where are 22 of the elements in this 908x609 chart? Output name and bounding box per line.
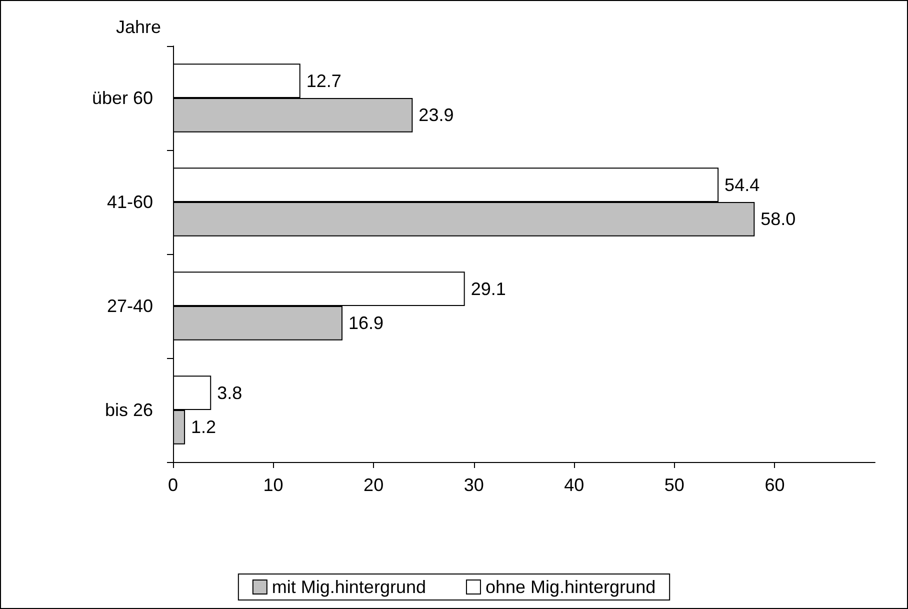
data-label: 23.9 (418, 105, 454, 126)
y-tick-label: über 60 (92, 88, 153, 108)
legend-label: mit Mig.hintergrund (272, 577, 426, 597)
data-label: 54.4 (724, 174, 760, 195)
y-tick-label: bis 26 (104, 400, 153, 420)
data-label: 1.2 (191, 417, 216, 438)
x-tick-label: 0 (168, 475, 178, 495)
data-label: 3.8 (217, 382, 242, 403)
data-label: 12.7 (306, 70, 342, 91)
legend-label: ohne Mig.hintergrund (485, 577, 656, 597)
data-label: 16.9 (348, 313, 384, 334)
x-tick-label: 10 (263, 475, 284, 495)
data-label: 29.1 (470, 278, 506, 299)
x-tick-label: 50 (664, 475, 684, 495)
y-tick-label: 41-60 (106, 192, 153, 212)
x-tick-label: 20 (364, 475, 384, 495)
x-tick-label: 30 (464, 475, 484, 495)
x-tick-label: 40 (564, 475, 584, 495)
y-axis-title: Jahre (116, 17, 161, 37)
x-tick-label: 60 (764, 475, 785, 495)
data-label: 58.0 (760, 209, 796, 230)
y-tick-label: 27-40 (106, 296, 153, 316)
